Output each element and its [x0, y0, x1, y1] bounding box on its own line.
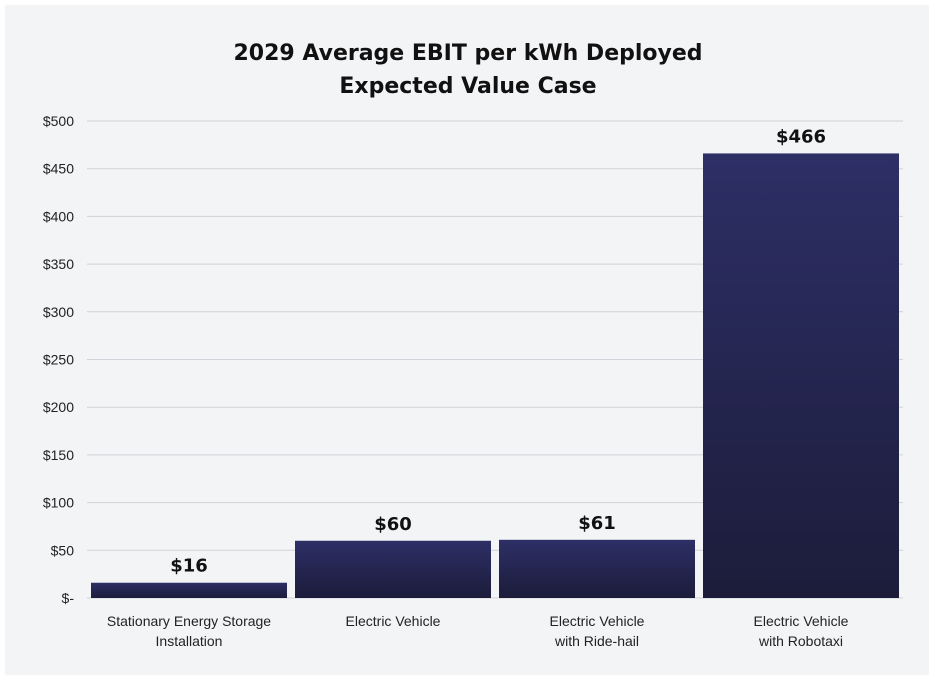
bars [91, 153, 899, 598]
y-axis-ticks: $- $50 $100 $150 $200 $250 $300 $350 $400 $450 $50… [43, 113, 74, 606]
bar [703, 153, 899, 598]
y-tick-label: $300 [43, 304, 74, 320]
y-tick-label: $400 [43, 208, 74, 224]
y-tick-label: $350 [43, 256, 74, 272]
x-category-label: Stationary Energy Storage [107, 613, 271, 629]
x-category-label: Electric Vehicle [754, 613, 849, 629]
bar [499, 539, 695, 598]
bar-value-label: $466 [776, 126, 826, 147]
x-category-label: Installation [156, 633, 223, 649]
y-tick-label: $200 [43, 399, 74, 415]
y-tick-label: $150 [43, 447, 74, 463]
bar-value-label: $61 [578, 513, 616, 534]
bar-value-label: $60 [374, 514, 412, 535]
data-labels: $16 $60 $61 $466 [170, 126, 826, 576]
bar [91, 582, 287, 598]
chart-title: 2029 Average EBIT per kWh Deployed Expect… [233, 41, 702, 99]
bar-value-label: $16 [170, 556, 208, 577]
y-tick-label: $500 [43, 113, 74, 129]
chart-title-line-1: 2029 Average EBIT per kWh Deployed [233, 41, 702, 66]
bar [295, 540, 491, 598]
y-tick-label: $- [62, 590, 75, 606]
y-tick-label: $100 [43, 495, 74, 511]
y-tick-label: $450 [43, 161, 74, 177]
x-category-label: Electric Vehicle [550, 613, 645, 629]
x-category-label: with Ride-hail [554, 633, 639, 649]
x-axis-categories: Stationary Energy Storage Installation Ele… [107, 613, 849, 649]
chart-title-line-2: Expected Value Case [339, 74, 596, 99]
x-category-label: with Robotaxi [758, 633, 843, 649]
y-tick-label: $50 [51, 542, 75, 558]
y-tick-label: $250 [43, 352, 74, 368]
x-category-label: Electric Vehicle [346, 613, 441, 629]
